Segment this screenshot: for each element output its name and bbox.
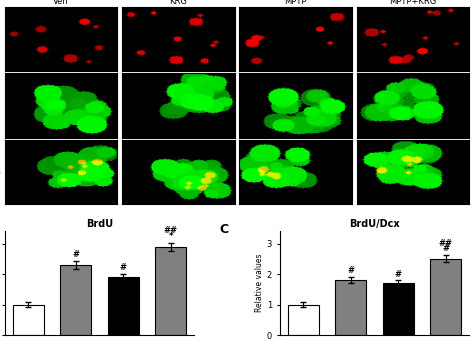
Bar — [288, 305, 319, 335]
Title: KRG: KRG — [169, 0, 187, 6]
Bar — [335, 280, 366, 335]
Text: A: A — [5, 9, 14, 22]
Text: #: # — [442, 244, 449, 253]
Text: C: C — [219, 223, 228, 236]
Text: ##: ## — [164, 226, 178, 235]
Y-axis label: BrdU/Dcx: BrdU/Dcx — [0, 154, 2, 190]
Y-axis label: Dcx: Dcx — [0, 98, 2, 113]
Title: BrdU/Dcx: BrdU/Dcx — [349, 219, 400, 229]
Title: Veh: Veh — [53, 0, 69, 6]
Text: #: # — [120, 263, 127, 272]
Text: #: # — [347, 266, 354, 275]
Title: MPTP: MPTP — [284, 0, 307, 6]
Text: ##: ## — [438, 239, 453, 248]
Bar — [13, 305, 44, 335]
Title: BrdU: BrdU — [86, 219, 113, 229]
Bar — [383, 283, 413, 335]
Title: MPTP+KRG: MPTP+KRG — [389, 0, 437, 6]
Text: #: # — [395, 269, 401, 279]
Bar — [60, 265, 91, 335]
Bar — [155, 247, 186, 335]
Text: *: * — [168, 232, 173, 241]
Y-axis label: Relative values: Relative values — [255, 254, 264, 313]
Bar — [108, 277, 138, 335]
Bar — [430, 259, 461, 335]
Y-axis label: BrdU: BrdU — [0, 29, 2, 48]
Text: #: # — [73, 250, 79, 259]
